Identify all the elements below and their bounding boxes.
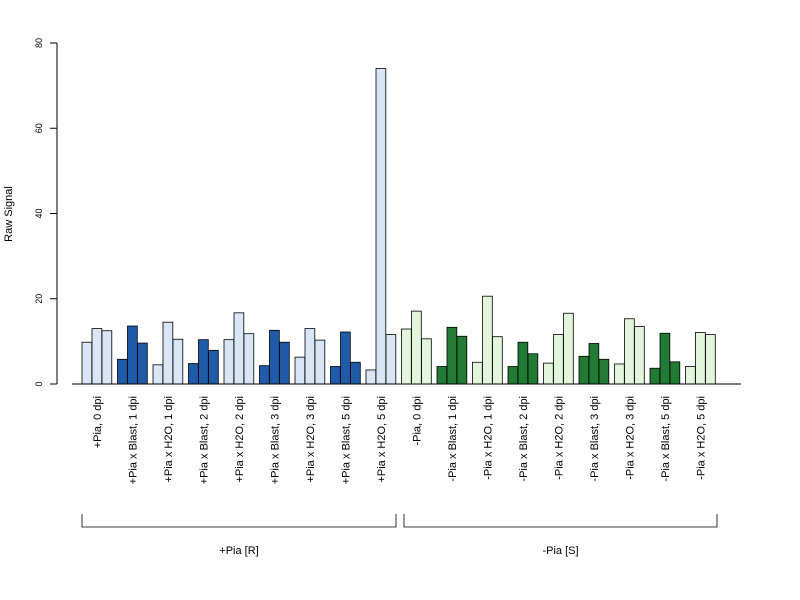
bar <box>162 321 174 385</box>
bar <box>81 341 93 385</box>
bar <box>91 328 103 385</box>
bar <box>152 364 164 385</box>
x-tick-labels: +Pia, 0 dpi +Pia x Blast, 1 dpi +Pia x H2O… <box>92 396 708 484</box>
bar <box>634 326 645 385</box>
bar <box>340 331 351 385</box>
x-tick-label: -Pia x H2O, 3 dpi <box>625 396 637 480</box>
bar <box>294 356 306 385</box>
bar <box>330 366 341 385</box>
x-tick-label: +Pia x H2O, 3 dpi <box>305 396 317 483</box>
y-tick-label: 0 <box>34 381 44 386</box>
y-tick-label: 40 <box>34 208 44 218</box>
bar <box>223 339 235 385</box>
group-bracket <box>403 514 718 528</box>
bar <box>436 366 448 385</box>
bar <box>563 312 574 385</box>
x-tick-label: -Pia x Blast, 5 dpi <box>660 396 672 482</box>
x-tick-label: +Pia x Blast, 1 dpi <box>128 396 140 484</box>
bar <box>543 362 554 385</box>
bar <box>188 363 199 385</box>
bar <box>137 342 148 385</box>
bar <box>624 318 635 385</box>
group-label: -Pia [S] <box>542 545 578 557</box>
bar <box>614 363 625 385</box>
bar <box>695 332 706 385</box>
x-tick-label: -Pia x Blast, 3 dpi <box>589 396 601 482</box>
bar <box>279 341 290 385</box>
bar <box>472 361 483 385</box>
x-tick-label: +Pia x H2O, 1 dpi <box>163 396 175 483</box>
bar <box>598 358 610 385</box>
bar <box>446 326 458 385</box>
group-brackets: +Pia [R] -Pia [S] <box>81 514 718 557</box>
bar <box>482 295 493 385</box>
bar <box>421 338 432 385</box>
bar <box>649 367 661 385</box>
bar <box>685 366 696 385</box>
bar <box>269 329 280 385</box>
bar <box>375 68 387 385</box>
bar <box>198 339 209 385</box>
bar <box>401 328 412 385</box>
bar <box>578 355 590 385</box>
bar <box>243 333 255 385</box>
x-tick-label: +Pia x Blast, 3 dpi <box>270 396 282 484</box>
x-tick-label: -Pia x H2O, 1 dpi <box>483 396 495 480</box>
x-tick-label: +Pia x Blast, 2 dpi <box>199 396 211 484</box>
x-tick-label: +Pia x H2O, 2 dpi <box>234 396 246 483</box>
bar <box>233 312 245 385</box>
bar <box>117 358 128 385</box>
x-tick-label: +Pia x Blast, 5 dpi <box>341 396 353 484</box>
bar <box>705 334 716 385</box>
x-tick-label: -Pia x Blast, 2 dpi <box>518 396 530 482</box>
bar <box>659 332 671 385</box>
group-bracket <box>81 514 397 528</box>
y-tick-label: 80 <box>34 38 44 48</box>
bar <box>304 328 316 385</box>
bar <box>588 343 600 385</box>
bar <box>507 366 519 385</box>
x-tick-label: -Pia x H2O, 5 dpi <box>696 396 708 480</box>
bar <box>456 335 468 385</box>
bar <box>553 334 564 385</box>
y-axis-label: Raw Signal <box>3 186 15 242</box>
bar <box>350 361 361 385</box>
bar <box>208 349 219 385</box>
bar <box>517 341 529 385</box>
bar <box>492 336 503 385</box>
bar <box>365 369 377 385</box>
x-tick-label: +Pia, 0 dpi <box>92 396 104 448</box>
group-label: +Pia [R] <box>219 545 258 557</box>
y-tick-label: 60 <box>34 123 44 133</box>
bar <box>669 361 681 385</box>
bar <box>259 365 270 385</box>
y-axis: 0 20 40 60 80 <box>34 38 58 387</box>
x-tick-label: +Pia x H2O, 5 dpi <box>376 396 388 483</box>
bar <box>411 310 422 385</box>
bar <box>314 339 326 385</box>
x-tick-label: -Pia, 0 dpi <box>412 396 424 446</box>
x-tick-label: -Pia x H2O, 2 dpi <box>554 396 566 480</box>
bar <box>101 330 113 385</box>
bar <box>527 353 539 385</box>
x-tick-label: -Pia x Blast, 1 dpi <box>447 396 459 482</box>
bar <box>127 325 138 385</box>
bars-layer <box>81 68 716 385</box>
bar <box>172 338 184 385</box>
bar <box>385 334 397 385</box>
y-tick-label: 20 <box>34 294 44 304</box>
